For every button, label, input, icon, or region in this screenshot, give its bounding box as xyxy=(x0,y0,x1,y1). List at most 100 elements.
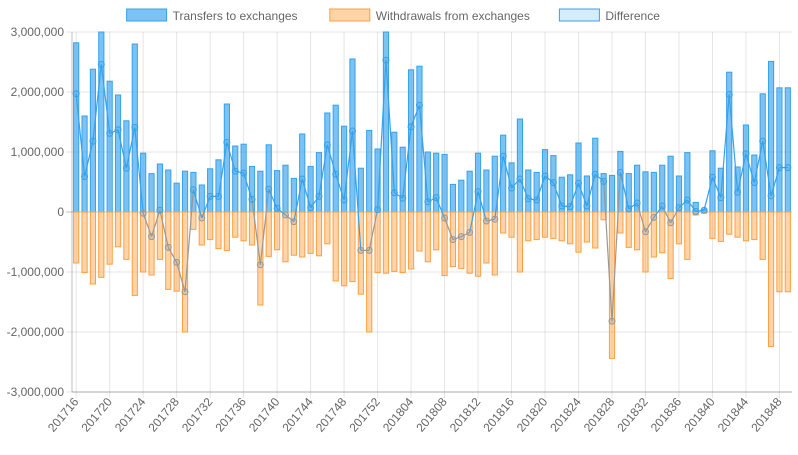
transfer-bar xyxy=(575,142,582,213)
difference-point xyxy=(256,261,264,269)
withdrawal-bar xyxy=(399,211,406,274)
x-tick-label: 201820 xyxy=(514,395,551,435)
difference-point xyxy=(97,60,105,68)
difference-point xyxy=(784,164,792,172)
difference-segment xyxy=(586,174,596,207)
withdrawal-bar xyxy=(391,211,398,272)
x-tick-label: 201728 xyxy=(145,395,182,435)
x-tick-label: 201732 xyxy=(179,395,216,435)
withdrawal-bar xyxy=(500,211,507,234)
legend-item: Transfers to exchanges xyxy=(126,8,298,23)
difference-point xyxy=(399,194,407,202)
legend-swatch xyxy=(558,8,600,22)
legend: Transfers to exchanges Withdrawals from e… xyxy=(126,8,660,23)
difference-segment xyxy=(603,181,613,322)
difference-point xyxy=(332,170,340,178)
difference-segment xyxy=(368,209,379,251)
difference-point xyxy=(767,192,775,200)
difference-segment xyxy=(653,205,663,218)
difference-point xyxy=(106,129,114,137)
difference-segment xyxy=(452,236,462,241)
difference-segment xyxy=(376,60,387,210)
difference-segment xyxy=(552,182,563,207)
difference-segment xyxy=(251,199,261,265)
withdrawal-bar xyxy=(558,211,565,242)
withdrawal-bar xyxy=(433,211,440,251)
difference-point xyxy=(658,202,666,210)
legend-swatch xyxy=(126,8,168,22)
difference-segment xyxy=(569,182,580,207)
difference-point xyxy=(683,196,691,204)
difference-segment xyxy=(293,178,303,222)
withdrawal-bar xyxy=(592,211,599,249)
difference-segment xyxy=(318,144,328,197)
withdrawal-bar xyxy=(767,211,775,347)
transfer-bar xyxy=(232,145,239,213)
x-tick-label: 201816 xyxy=(480,395,517,435)
difference-point xyxy=(449,236,457,244)
difference-point xyxy=(474,188,482,196)
difference-point xyxy=(600,177,608,185)
difference-segment xyxy=(628,202,638,210)
difference-segment xyxy=(619,172,630,210)
difference-segment xyxy=(259,189,270,265)
transfer-bar xyxy=(357,167,364,213)
withdrawal-bar xyxy=(784,211,791,293)
withdrawal-bar xyxy=(332,211,339,282)
x-tick-label: 201824 xyxy=(547,395,584,435)
difference-segment xyxy=(736,153,747,193)
withdrawal-bar xyxy=(659,211,666,254)
difference-segment xyxy=(109,129,119,134)
difference-point xyxy=(357,246,365,254)
difference-segment xyxy=(435,197,446,219)
difference-segment xyxy=(285,214,295,223)
withdrawal-bar xyxy=(675,211,683,245)
difference-point xyxy=(173,258,181,266)
withdrawal-bar xyxy=(257,211,264,306)
difference-segment xyxy=(611,172,621,322)
difference-segment xyxy=(528,198,537,201)
withdrawal-bar xyxy=(89,211,97,285)
difference-segment xyxy=(351,130,362,251)
transfer-bar xyxy=(165,169,172,213)
withdrawal-bar xyxy=(207,211,214,241)
withdrawal-bar xyxy=(583,211,590,243)
transfer-bar xyxy=(516,118,524,213)
difference-segment xyxy=(343,130,354,201)
x-tick-label: 201844 xyxy=(715,395,752,435)
transfer-bar xyxy=(207,168,214,213)
difference-point xyxy=(750,179,758,187)
y-tick-label: -3,000,000 xyxy=(7,385,65,399)
withdrawal-bar xyxy=(483,211,490,264)
difference-point xyxy=(290,218,298,226)
difference-segment xyxy=(443,217,454,240)
transfer-bar xyxy=(106,80,113,213)
difference-segment xyxy=(83,141,94,177)
withdrawal-bar xyxy=(248,211,256,246)
transfer-bar xyxy=(114,94,122,213)
withdrawal-bar xyxy=(382,211,390,274)
difference-point xyxy=(692,207,700,215)
withdrawal-bar xyxy=(441,211,448,277)
withdrawal-bar xyxy=(491,211,498,276)
difference-point xyxy=(114,126,122,134)
withdrawal-bar xyxy=(114,211,122,248)
legend-item: Withdrawals from exchanges xyxy=(329,8,530,23)
x-tick-label: 201808 xyxy=(413,395,450,435)
difference-point xyxy=(307,204,315,212)
difference-segment xyxy=(335,174,345,201)
x-tick-label: 201724 xyxy=(112,395,149,435)
withdrawal-bar xyxy=(215,211,222,250)
difference-segment xyxy=(226,142,236,172)
withdrawal-bar xyxy=(575,211,582,253)
difference-point xyxy=(390,189,398,197)
difference-point xyxy=(181,288,189,296)
withdrawal-bar xyxy=(315,211,323,257)
withdrawal-bar xyxy=(516,211,524,273)
withdrawal-bar xyxy=(340,211,348,287)
difference-segment xyxy=(502,156,513,189)
difference-point xyxy=(139,209,147,217)
difference-segment xyxy=(745,153,755,183)
x-tick-label: 201744 xyxy=(279,395,316,435)
legend-item: Difference xyxy=(558,8,660,23)
